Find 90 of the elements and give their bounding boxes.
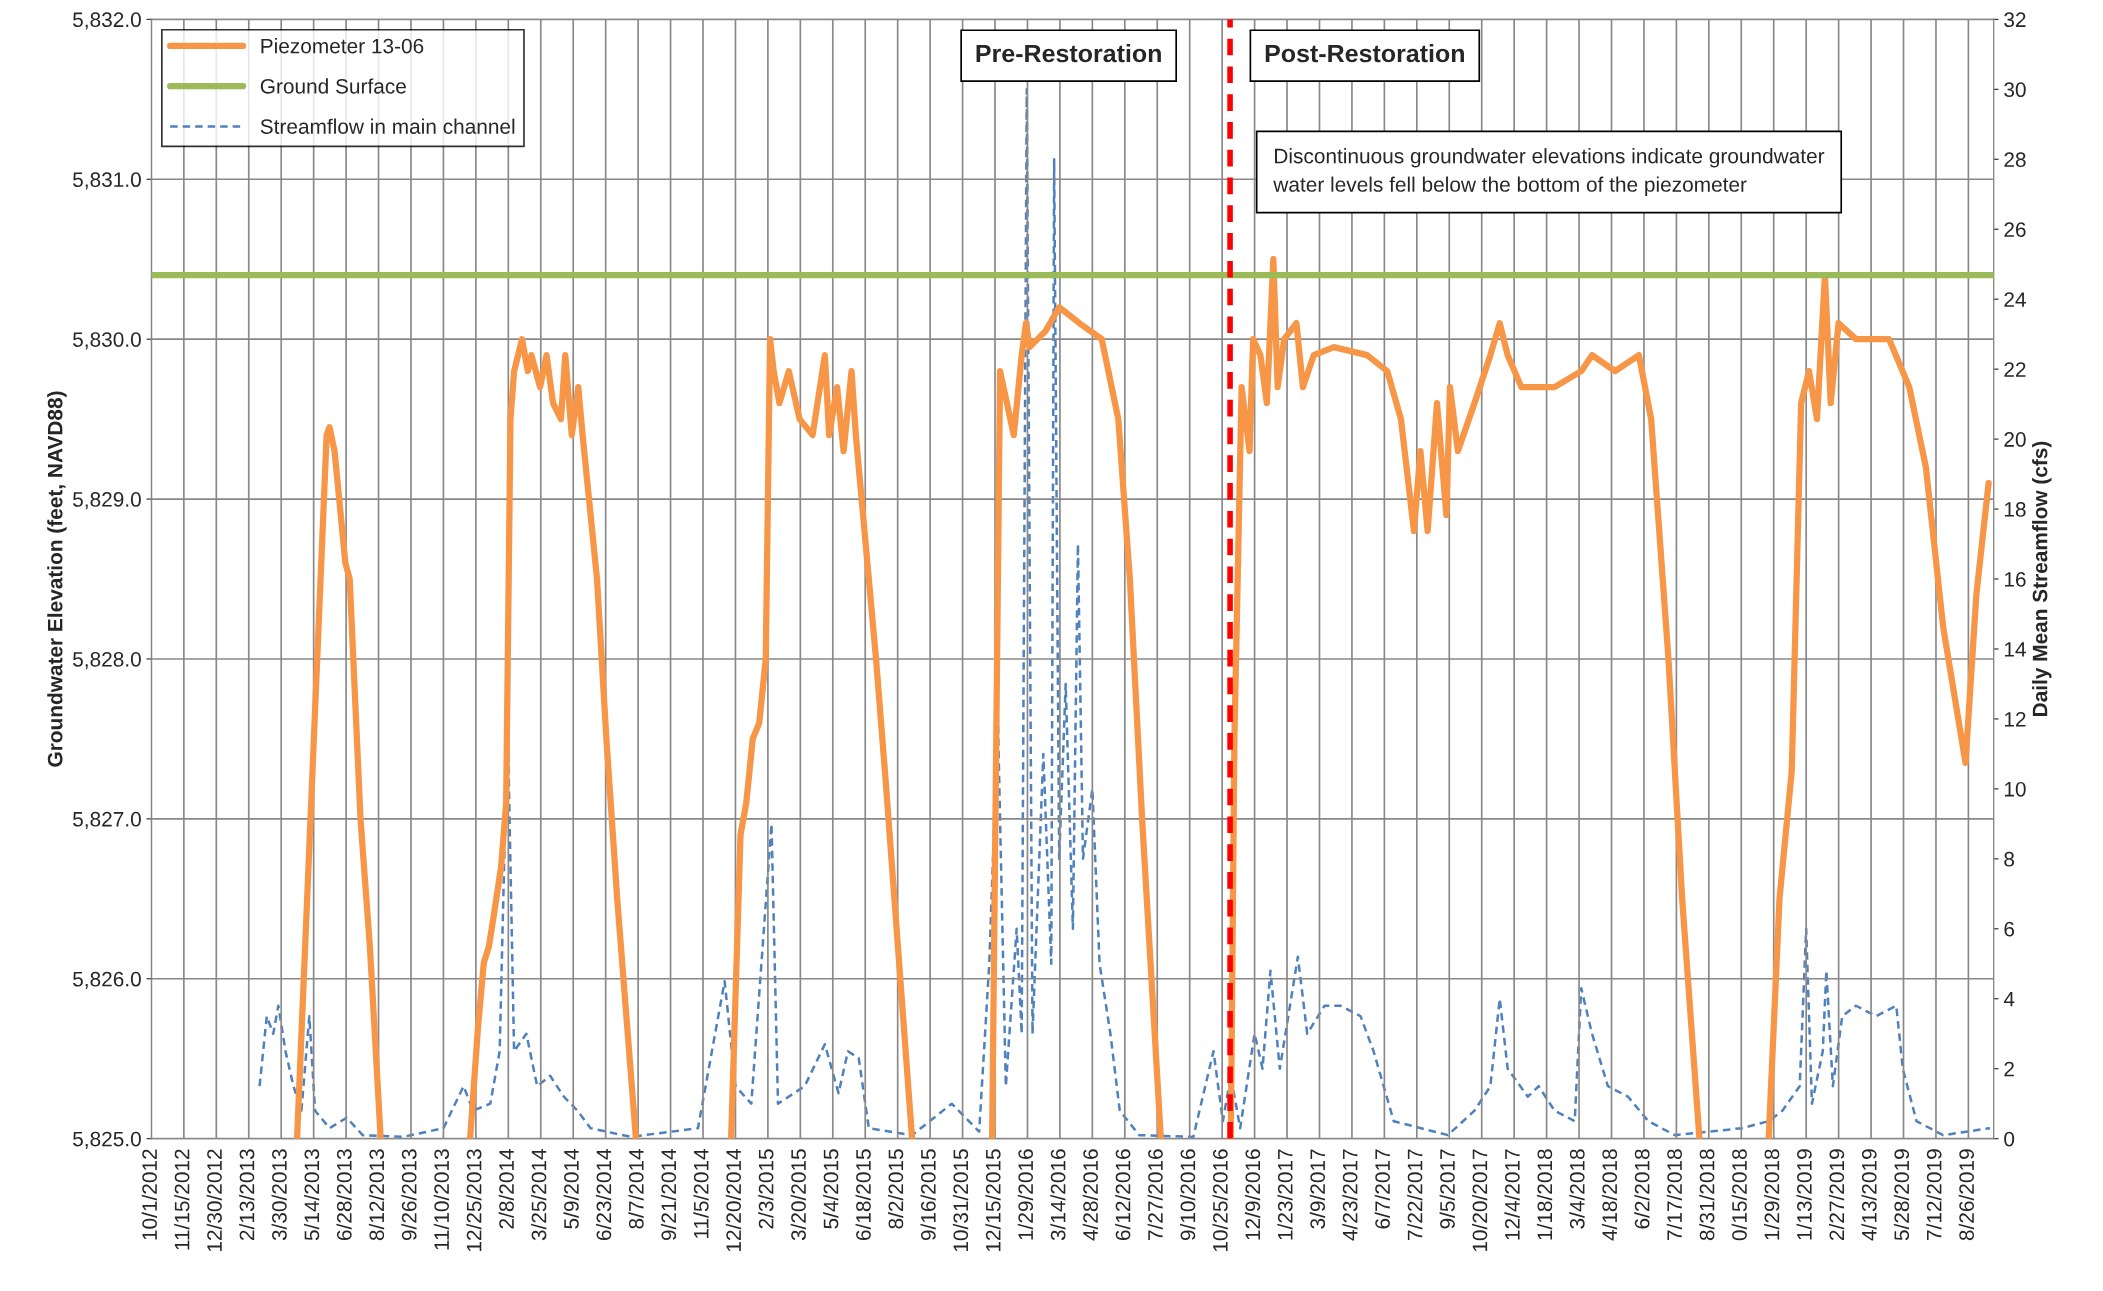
y2-tick-label: 8: [2004, 851, 2015, 867]
y-tick-label: 5,829.0: [73, 492, 141, 510]
x-tick-label: 4/13/2019: [1861, 1149, 1877, 1241]
x-tick-label: 6/28/2013: [336, 1149, 352, 1240]
x-tick-label: 10/25/2016: [1212, 1149, 1228, 1252]
x-tick-label: 12/15/2015: [985, 1149, 1001, 1252]
x-tick-label: 10/20/2017: [1472, 1149, 1488, 1252]
x-tick-label: 1/29/2016: [1017, 1149, 1034, 1240]
y2-tick-label: 10: [2004, 781, 2026, 797]
x-tick-label: 1/18/2018: [1536, 1149, 1553, 1240]
x-tick-label: 12/25/2013: [466, 1149, 482, 1252]
x-tick-label: 12/30/2012: [206, 1149, 222, 1252]
y-tick-label: 5,828.0: [73, 651, 141, 670]
x-tick-label: 5/28/2019: [1893, 1149, 1910, 1241]
x-tick-label: 5/4/2015: [823, 1149, 839, 1229]
x-tick-label: 1/23/2017: [1277, 1149, 1293, 1240]
x-tick-label: 6/23/2014: [595, 1148, 612, 1240]
x-tick-label: 11/5/2014: [693, 1148, 709, 1238]
y-tick-label: 5,825.0: [73, 1131, 141, 1149]
y2-tick-label: 16: [2004, 572, 2026, 587]
x-tick-label: 6/7/2017: [1374, 1149, 1390, 1229]
x-tick-label: 6/2/2018: [1634, 1149, 1650, 1229]
y-tick-label: 5,832.0: [73, 12, 141, 30]
y2-tick-label: 18: [2004, 502, 2026, 517]
x-tick-label: 2/8/2014: [498, 1148, 514, 1229]
x-tick-label: 4/28/2016: [1082, 1149, 1098, 1241]
x-tick-label: 2/13/2013: [239, 1149, 255, 1241]
x-tick-label: 3/20/2015: [790, 1149, 806, 1241]
y2-tick-label: 22: [2004, 362, 2026, 377]
x-tick-label: 9/10/2016: [1179, 1149, 1196, 1241]
x-tick-label: 10/1/2012: [141, 1149, 158, 1240]
y-axis-title: Groundwater Elevation (feet, NAVD88): [47, 391, 67, 767]
y2-axis-title: Daily Mean Streamflow (cfs): [2032, 441, 2052, 716]
x-tick-label: 2/27/2019: [1828, 1149, 1845, 1241]
x-tick-label: 3/14/2016: [1050, 1149, 1066, 1241]
y-tick-label: 5,830.0: [73, 332, 141, 350]
y-tick-label: 5,826.0: [73, 971, 141, 989]
y2-tick-label: 26: [2004, 222, 2026, 237]
y-tick-label: 5,831.0: [73, 172, 141, 190]
x-tick-label: 9/5/2017: [1439, 1149, 1455, 1229]
legend-label: Streamflow in main channel: [260, 118, 515, 134]
x-tick-label: 3/30/2013: [271, 1149, 287, 1241]
x-tick-label: 7/12/2019: [1926, 1149, 1942, 1240]
x-tick-label: 4/23/2017: [1342, 1149, 1358, 1241]
legend-label: Piezometer 13-06: [261, 38, 424, 54]
x-tick-label: 3/4/2018: [1569, 1149, 1585, 1229]
x-tick-label: 8/7/2014: [628, 1148, 644, 1229]
x-tick-label: 8/26/2019: [1958, 1149, 1974, 1241]
y2-tick-label: 2: [2004, 1061, 2014, 1077]
x-tick-label: 12/20/2014: [725, 1148, 742, 1252]
x-tick-label: 12/4/2017: [1504, 1149, 1520, 1240]
legend-label: Ground Surface: [260, 78, 406, 94]
x-tick-label: 11/15/2012: [174, 1149, 190, 1250]
annotation: Post-Restoration: [1265, 43, 1464, 63]
annotation: Discontinuous groundwater elevations indicate groundwater water levels fell below the bottom of the piezometer: [1273, 148, 1825, 196]
x-tick-label: 1/13/2019: [1796, 1149, 1812, 1240]
y2-tick-label: 32: [2004, 12, 2026, 28]
x-tick-label: 8/2/2015: [887, 1149, 904, 1229]
annotation: Pre-Restoration: [976, 43, 1161, 63]
x-tick-label: 3/9/2017: [1309, 1149, 1326, 1229]
y2-tick-label: 12: [2004, 711, 2026, 727]
x-tick-label: 9/21/2014: [660, 1148, 677, 1241]
y2-tick-label: 6: [2004, 921, 2015, 937]
x-tick-label: 8/31/2018: [1699, 1149, 1715, 1241]
x-tick-label: 5/14/2013: [303, 1149, 320, 1241]
x-tick-label: 6/18/2015: [855, 1149, 871, 1240]
x-tick-label: 12/9/2016: [1244, 1149, 1261, 1240]
y2-tick-label: 4: [2003, 991, 2015, 1007]
x-tick-label: 2/3/2015: [758, 1149, 774, 1229]
x-tick-label: 5/9/2014: [563, 1148, 579, 1229]
y2-tick-label: 0: [2004, 1131, 2015, 1147]
x-tick-label: 11/10/2013: [433, 1149, 450, 1250]
y2-tick-label: 24: [2004, 292, 2026, 307]
y2-tick-label: 28: [2004, 152, 2026, 168]
y2-tick-label: 20: [2004, 432, 2026, 447]
x-tick-label: 9/16/2015: [920, 1149, 936, 1241]
x-tick-label: 1/29/2018: [1764, 1149, 1780, 1240]
x-tick-label: 7/22/2017: [1407, 1149, 1423, 1240]
x-tick-label: 7/27/2016: [1147, 1149, 1163, 1240]
y2-tick-label: 30: [2004, 82, 2026, 98]
x-tick-label: 6/12/2016: [1115, 1149, 1131, 1240]
y2-tick-label: 14: [2004, 642, 2026, 657]
y-tick-label: 5,827.0: [73, 811, 141, 830]
x-tick-label: 3/25/2014: [531, 1148, 547, 1241]
x-tick-label: 7/17/2018: [1666, 1149, 1682, 1240]
x-tick-label: 4/18/2018: [1601, 1149, 1618, 1241]
x-tick-label: 8/12/2013: [368, 1149, 385, 1241]
x-tick-label: 9/26/2013: [401, 1149, 417, 1241]
x-tick-label: 0/15/2018: [1731, 1149, 1747, 1241]
x-tick-label: 10/31/2015: [952, 1149, 969, 1252]
